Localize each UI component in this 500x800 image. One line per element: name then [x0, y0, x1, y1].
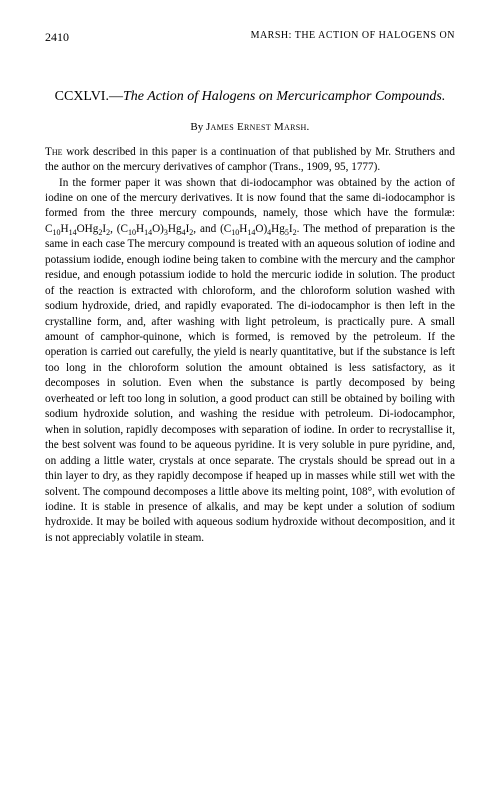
- article-title: CCXLVI.—The Action of Halogens on Mercur…: [45, 87, 455, 107]
- page-header: 2410 MARSH: THE ACTION OF HALOGENS ON: [45, 30, 455, 45]
- body-text: The work described in this paper is a co…: [45, 145, 455, 547]
- para1-text: work described in this paper is a contin…: [45, 146, 455, 173]
- title-numeral: CCXLVI.—: [55, 89, 123, 104]
- paragraph-2: In the former paper it was shown that di…: [45, 176, 455, 547]
- author-by: By: [190, 121, 206, 133]
- paragraph-1: The work described in this paper is a co…: [45, 145, 455, 176]
- author-name: James Ernest Marsh.: [206, 121, 310, 133]
- page-number: 2410: [45, 30, 69, 45]
- author-line: By James Ernest Marsh.: [45, 121, 455, 133]
- page-container: 2410 MARSH: THE ACTION OF HALOGENS ON CC…: [0, 0, 500, 566]
- running-header: MARSH: THE ACTION OF HALOGENS ON: [251, 30, 455, 45]
- title-text: The Action of Halogens on Mercuricamphor…: [123, 89, 445, 104]
- lead-word: The: [45, 146, 63, 158]
